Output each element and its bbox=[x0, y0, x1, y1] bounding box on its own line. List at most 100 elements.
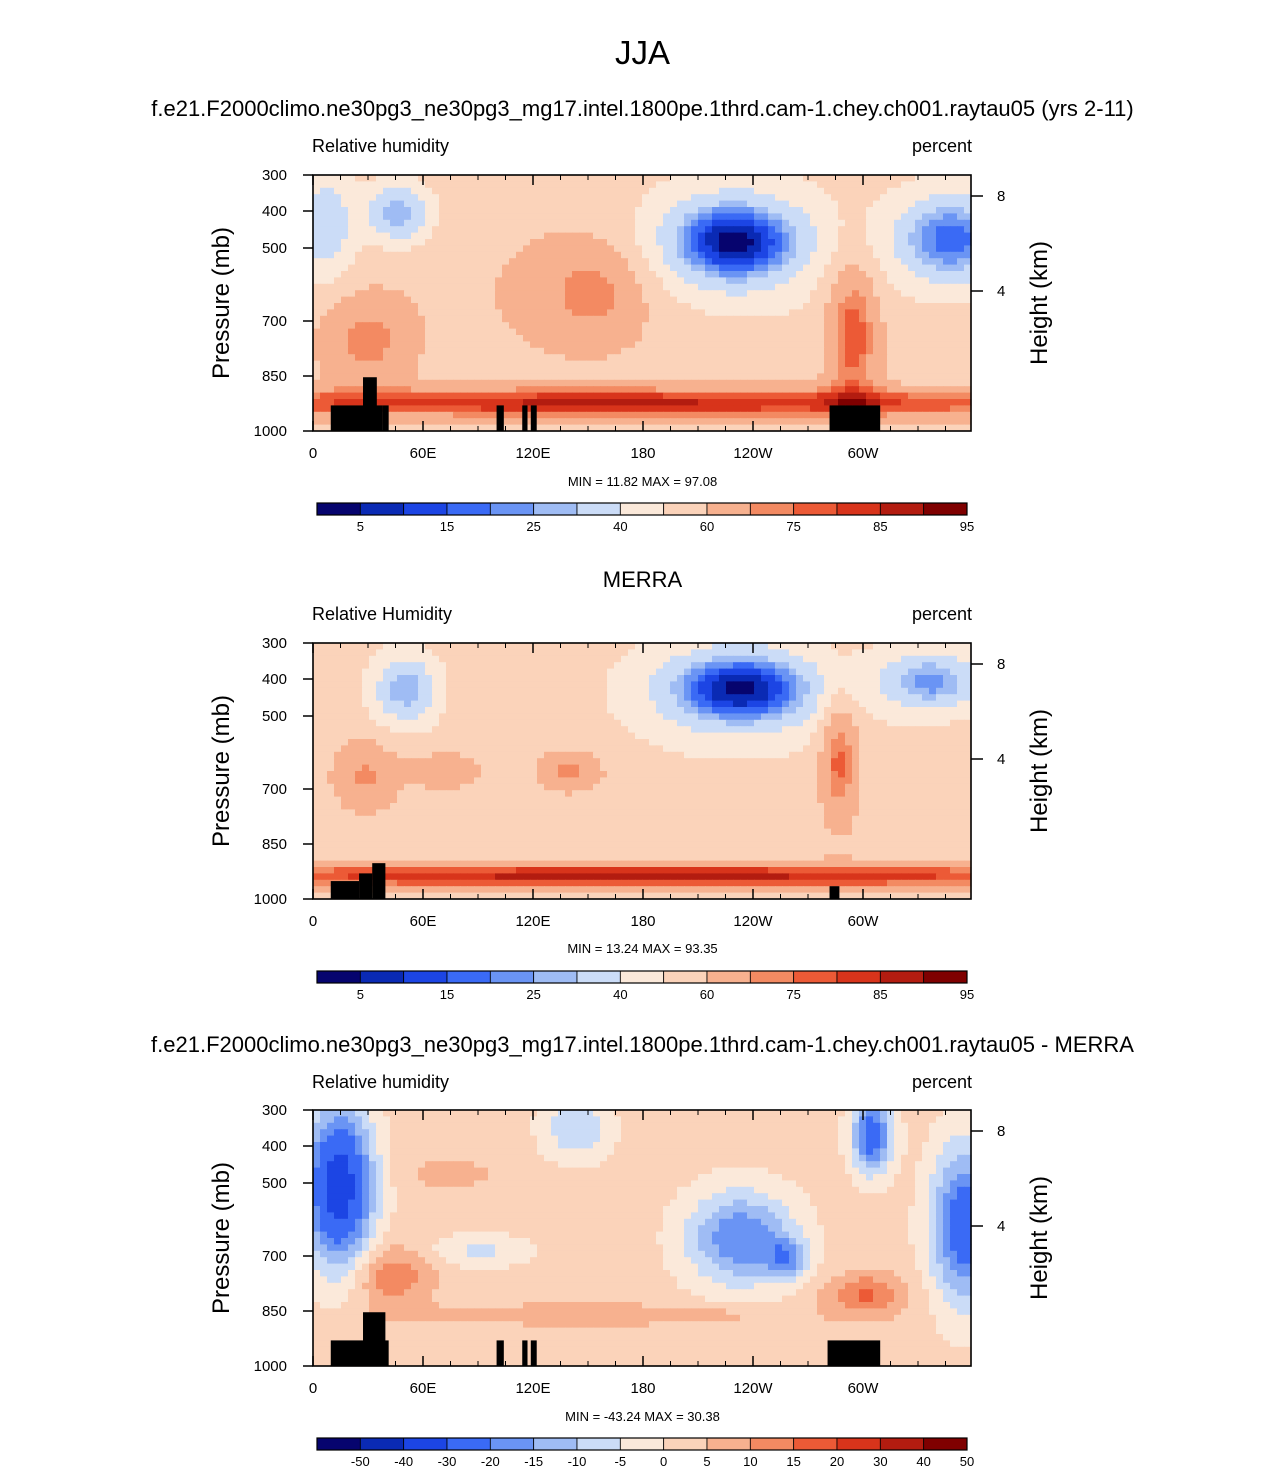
contour-cell bbox=[523, 277, 531, 285]
contour-cell bbox=[516, 392, 524, 400]
contour-cell bbox=[922, 271, 930, 278]
contour-cell bbox=[642, 360, 650, 368]
contour-cell bbox=[670, 700, 678, 708]
contour-cell bbox=[691, 251, 699, 259]
contour-cell bbox=[467, 347, 475, 355]
contour-cell bbox=[313, 175, 321, 182]
contour-cell bbox=[579, 411, 587, 419]
contour-cell bbox=[908, 360, 916, 368]
contour-cell bbox=[516, 335, 524, 342]
contour-cell bbox=[530, 687, 538, 695]
contour-cell bbox=[782, 245, 790, 253]
contour-cell bbox=[614, 200, 622, 208]
contour-cell bbox=[649, 405, 657, 413]
contour-cell bbox=[509, 655, 517, 663]
contour-cell bbox=[845, 643, 853, 650]
contour-cell bbox=[495, 239, 503, 246]
contour-cell bbox=[691, 200, 699, 208]
contour-cell bbox=[754, 700, 762, 708]
contour-cell bbox=[880, 694, 888, 702]
contour-cell bbox=[572, 207, 580, 214]
contour-cell bbox=[551, 379, 559, 387]
contour-cell bbox=[544, 360, 552, 368]
contour-cell bbox=[733, 392, 741, 400]
contour-cell bbox=[698, 687, 706, 695]
contour-cell bbox=[397, 219, 405, 227]
contour-cell bbox=[901, 200, 909, 208]
contour-cell bbox=[964, 283, 972, 291]
contour-cell bbox=[922, 258, 930, 266]
contour-cell bbox=[950, 700, 958, 708]
contour-cell bbox=[502, 360, 510, 368]
contour-cell bbox=[761, 418, 769, 426]
contour-cell bbox=[957, 315, 965, 323]
contour-cell bbox=[691, 277, 699, 285]
contour-cell bbox=[453, 681, 461, 689]
contour-cell bbox=[558, 700, 566, 708]
contour-cell bbox=[796, 649, 804, 657]
contour-cell bbox=[355, 643, 363, 650]
contour-cell bbox=[481, 662, 489, 670]
contour-cell bbox=[873, 251, 881, 259]
contour-cell bbox=[453, 271, 461, 278]
contour-cell bbox=[404, 367, 412, 374]
contour-cell bbox=[425, 309, 433, 317]
contour-cell bbox=[467, 707, 475, 714]
contour-cell bbox=[642, 379, 650, 387]
contour-cell bbox=[677, 379, 685, 387]
contour-cell bbox=[656, 681, 664, 689]
contour-cell bbox=[859, 213, 867, 221]
contour-cell bbox=[852, 367, 860, 374]
colorbar-swatch bbox=[706, 502, 751, 516]
contour-cell bbox=[866, 187, 874, 195]
contour-cell bbox=[390, 399, 398, 406]
contour-cell bbox=[551, 341, 559, 349]
contour-cell bbox=[495, 219, 503, 227]
contour-cell bbox=[733, 187, 741, 195]
contour-cell bbox=[915, 392, 923, 400]
contour-cell bbox=[873, 379, 881, 387]
contour-cell bbox=[810, 251, 818, 259]
contour-cell bbox=[621, 232, 629, 240]
contour-cell bbox=[432, 175, 440, 182]
contour-cell bbox=[348, 675, 356, 682]
contour-cell bbox=[901, 713, 909, 721]
contour-cell bbox=[817, 226, 825, 234]
contour-cell bbox=[523, 213, 531, 221]
contour-cell bbox=[635, 200, 643, 208]
contour-cell bbox=[894, 258, 902, 266]
contour-cell bbox=[348, 386, 356, 394]
contour-cell bbox=[558, 303, 566, 310]
contour-cell bbox=[726, 681, 734, 689]
contour-cell bbox=[579, 245, 587, 253]
contour-cell bbox=[824, 360, 832, 368]
contour-cell bbox=[810, 418, 818, 426]
contour-cell bbox=[327, 245, 335, 253]
contour-cell bbox=[866, 328, 874, 336]
contour-cell bbox=[488, 296, 496, 304]
contour-cell bbox=[922, 700, 930, 708]
contour-cell bbox=[754, 694, 762, 702]
contour-cell bbox=[516, 181, 524, 189]
contour-cell bbox=[712, 713, 720, 721]
contour-cell bbox=[754, 175, 762, 182]
contour-cell bbox=[341, 707, 349, 714]
contour-cell bbox=[894, 251, 902, 259]
contour-cell bbox=[859, 251, 867, 259]
contour-cell bbox=[523, 226, 531, 234]
contour-cell bbox=[775, 181, 783, 189]
contour-cell bbox=[803, 392, 811, 400]
contour-cell bbox=[628, 315, 636, 323]
contour-cell bbox=[824, 700, 832, 708]
contour-cell bbox=[747, 335, 755, 342]
contour-cell bbox=[747, 700, 755, 708]
contour-cell bbox=[383, 675, 391, 682]
contour-cell bbox=[411, 200, 419, 208]
contour-cell bbox=[509, 399, 517, 406]
contour-cell bbox=[621, 219, 629, 227]
contour-cell bbox=[572, 347, 580, 355]
contour-cell bbox=[642, 405, 650, 413]
contour-cell bbox=[313, 194, 321, 202]
contour-cell bbox=[579, 290, 587, 298]
contour-cell bbox=[425, 655, 433, 663]
